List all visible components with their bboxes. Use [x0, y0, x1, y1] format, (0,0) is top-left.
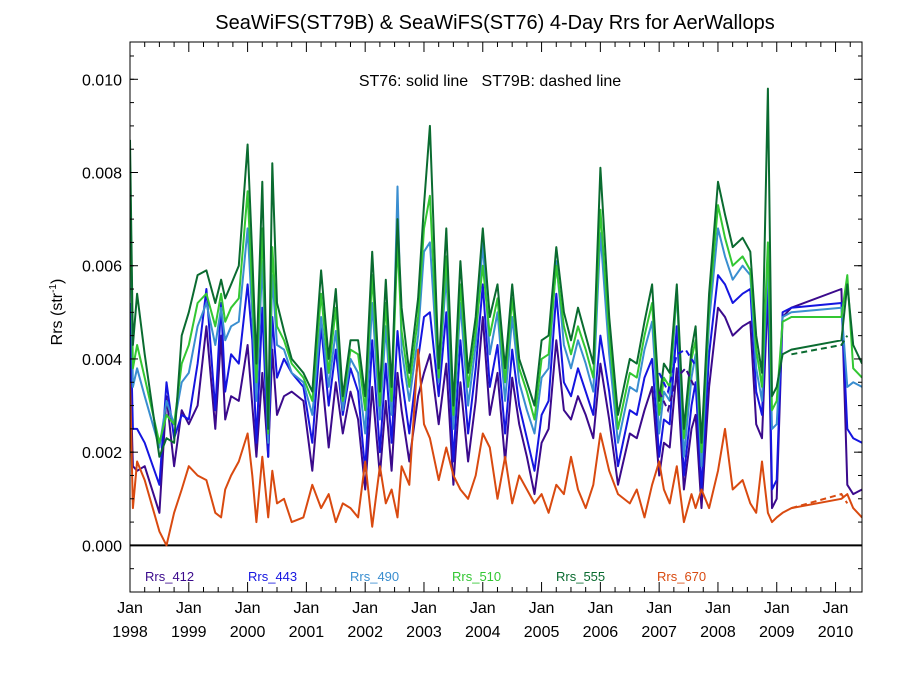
y-axis-label-superscript: -1	[48, 284, 59, 293]
x-tick-label-month: Jan	[705, 600, 731, 617]
x-tick-label-month: Jan	[411, 600, 437, 617]
y-tick-label: 0.002	[82, 445, 122, 462]
series-line-rrs-443	[130, 274, 862, 491]
y-tick-label: 0.010	[82, 72, 122, 89]
legend-label-rrs-443: Rrs_443	[248, 569, 297, 584]
series-line-rrs-670	[130, 348, 862, 547]
series-line-rrs-412	[130, 288, 862, 514]
x-tick-label-year: 1998	[112, 624, 148, 641]
plot-frame	[129, 41, 863, 593]
x-tick-label-year: 2002	[347, 624, 383, 641]
x-tick-label-year: 2003	[406, 624, 442, 641]
chart-title: SeaWiFS(ST79B) & SeaWiFS(ST76) 4-Day Rrs…	[215, 12, 774, 34]
x-tick-label-year: 1999	[171, 624, 207, 641]
legend-label-rrs-412: Rrs_412	[145, 569, 194, 584]
x-tick-label-month: Jan	[764, 600, 790, 617]
legend-label-rrs-670: Rrs_670	[657, 569, 706, 584]
legend: Rrs_412 Rrs_443 Rrs_490 Rrs_510 Rrs_555 Rrs_6…	[145, 569, 706, 584]
dashed-line-rrs-555	[791, 335, 849, 356]
y-axis-label-close: )	[49, 279, 66, 284]
x-tick-label-month: Jan	[823, 600, 849, 617]
legend-label-rrs-490: Rrs_490	[350, 569, 399, 584]
x-tick-label-year: 2004	[465, 624, 501, 641]
x-tick-label-year: 2006	[583, 624, 619, 641]
x-tick-label-year: 2000	[230, 624, 266, 641]
x-tick-label-month: Jan	[352, 600, 378, 617]
x-tick-label-year: 2008	[700, 624, 736, 641]
x-tick-label-month: Jan	[117, 600, 143, 617]
series-line-rrs-555	[130, 87, 862, 458]
x-tick-label-month: Jan	[646, 600, 672, 617]
y-tick-label: 0.008	[82, 166, 122, 183]
legend-label-rrs-555: Rrs_555	[556, 569, 605, 584]
x-tick-label-year: 2010	[818, 624, 854, 641]
x-tick-label-month: Jan	[235, 600, 261, 617]
y-axis-label-text: Rrs (str	[49, 292, 66, 345]
x-tick-label-month: Jan	[587, 600, 613, 617]
svg-text:Rrs (str-1): Rrs (str-1)	[48, 279, 66, 346]
x-tick-label-month: Jan	[176, 600, 202, 617]
x-tick-label-year: 2009	[759, 624, 795, 641]
line-style-annotation: ST76: solid line ST79B: dashed line	[359, 73, 621, 90]
x-tick-label-year: 2007	[641, 624, 677, 641]
x-tick-label-month: Jan	[293, 600, 319, 617]
y-tick-label: 0.004	[82, 352, 122, 369]
plot-area	[130, 87, 862, 547]
axes: 0.000 0.002 0.004 0.006 0.008 0.010 Jan 1998 Jan…	[82, 41, 863, 641]
y-tick-label: 0.006	[82, 259, 122, 276]
y-axis-label: Rrs (str-1)	[48, 279, 66, 346]
dashed-line-rrs-412	[658, 366, 696, 414]
y-tick-label: 0.000	[82, 538, 122, 555]
x-tick-label-year: 2005	[524, 624, 560, 641]
dashed-line-rrs-670	[791, 492, 849, 510]
legend-label-rrs-510: Rrs_510	[452, 569, 501, 584]
x-tick-label-month: Jan	[529, 600, 555, 617]
x-tick-label-month: Jan	[470, 600, 496, 617]
x-tick-label-year: 2001	[289, 624, 325, 641]
dashed-line-rrs-443	[658, 348, 696, 395]
